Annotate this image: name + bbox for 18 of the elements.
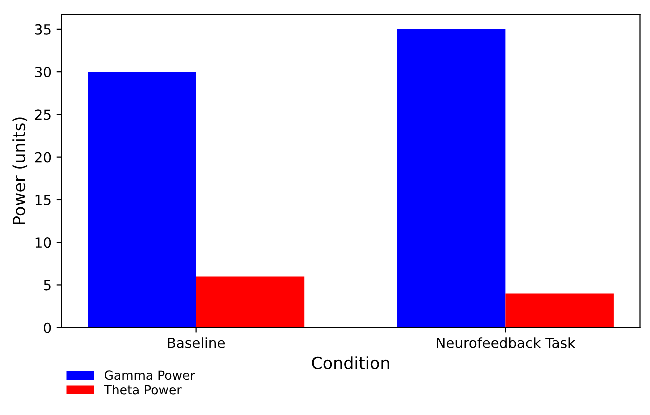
bar (196, 276, 305, 328)
bar (88, 72, 196, 328)
bar (397, 29, 506, 328)
y-tick-label: 5 (44, 280, 51, 291)
y-tick-label: 35 (35, 24, 51, 35)
y-tick-label: 10 (36, 238, 52, 248)
legend-label: Gamma Power (104, 370, 196, 380)
bar (506, 294, 614, 328)
y-tick-label: 20 (35, 152, 52, 163)
y-axis-title: Power (units) (12, 118, 28, 224)
x-tick-label: Neurofeedback Task (437, 338, 576, 348)
y-tick-label: 30 (35, 67, 52, 78)
y-tick-label: 0 (44, 322, 52, 334)
y-tick-label: 25 (35, 110, 51, 120)
x-tick-label: Baseline (168, 338, 226, 348)
legend-label: Theta Power (104, 385, 182, 395)
x-axis-title: Condition (312, 356, 390, 370)
y-tick-label: 15 (36, 195, 51, 206)
